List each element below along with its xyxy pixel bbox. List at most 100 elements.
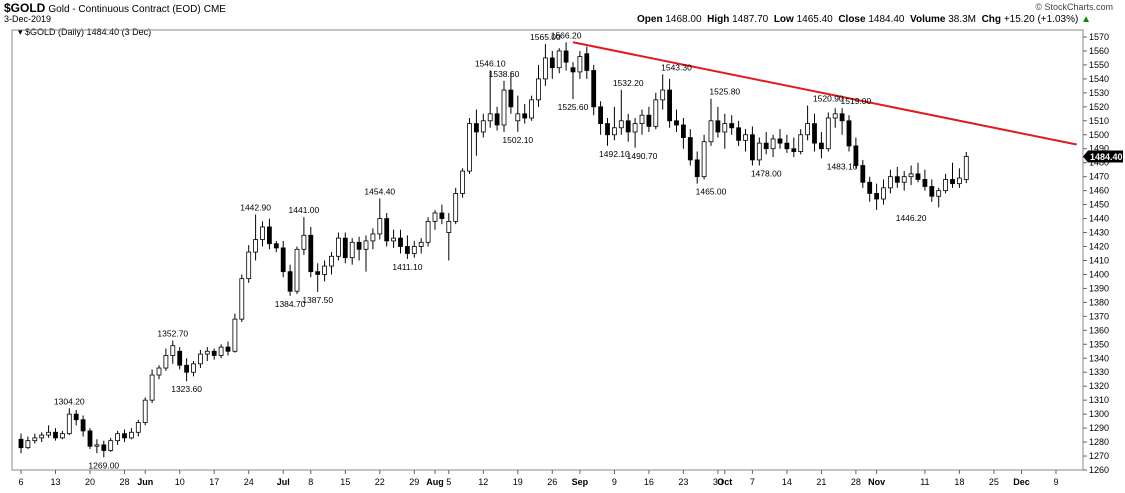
x-tick-label: Dec <box>1013 477 1030 487</box>
x-tick-label: 20 <box>85 477 95 487</box>
candle-down <box>625 120 631 133</box>
x-tick-label: Jun <box>137 477 153 487</box>
candle-up <box>32 437 38 442</box>
candle-up <box>798 134 804 152</box>
candle-down <box>715 120 721 133</box>
x-tick-label: Nov <box>868 477 885 487</box>
candle-up <box>963 156 969 180</box>
candle-up <box>460 170 466 194</box>
price-annotation: 1384.70 <box>275 299 306 309</box>
close-label: Close <box>838 14 866 25</box>
price-annotation: 1478.00 <box>751 168 782 178</box>
x-tick-label: 30 <box>713 477 723 487</box>
x-tick-label: 25 <box>989 477 999 487</box>
x-tick-label: 10 <box>175 477 185 487</box>
x-tick-label: 9 <box>1053 477 1058 487</box>
y-tick-label: 1380 <box>1089 297 1109 307</box>
candle-down <box>667 89 672 122</box>
candle-up <box>156 367 162 376</box>
candle-up <box>25 440 31 449</box>
candle-up <box>232 318 238 352</box>
x-tick-label: 29 <box>409 477 419 487</box>
price-annotation: 1490.70 <box>627 151 658 161</box>
candle-down <box>750 134 755 161</box>
candle-up <box>536 78 541 101</box>
x-tick-label: 7 <box>750 477 755 487</box>
candle-up <box>501 89 507 126</box>
candle-up <box>335 237 341 257</box>
candle-down <box>874 193 879 200</box>
y-tick-label: 1550 <box>1089 60 1109 70</box>
candle-up <box>370 233 376 242</box>
candle-up <box>108 440 114 451</box>
price-annotation: 1442.90 <box>240 203 271 213</box>
candle-up <box>653 99 659 127</box>
x-tick-label: 23 <box>678 477 688 487</box>
chart-header: $GOLD Gold - Continuous Contract (EOD) C… <box>4 2 226 16</box>
price-annotation: 1483.10 <box>827 161 858 171</box>
x-tick-label: 26 <box>547 477 557 487</box>
candle-down <box>867 181 873 194</box>
y-tick-label: 1330 <box>1089 367 1109 377</box>
candle-down <box>356 241 362 250</box>
candle-up <box>722 123 728 133</box>
candle-up <box>253 239 259 253</box>
candle-down <box>287 271 293 292</box>
y-tick-label: 1520 <box>1089 102 1109 112</box>
candle-up <box>660 89 666 101</box>
chg-label: Chg <box>981 14 1002 25</box>
brand-label[interactable]: © StockCharts.com <box>1035 2 1113 12</box>
candle-up <box>908 173 914 178</box>
price-annotation: 1520.90 <box>813 94 844 104</box>
price-annotation: 1538.60 <box>489 69 520 79</box>
y-tick-label: 1460 <box>1089 186 1109 196</box>
candle-up <box>46 431 51 436</box>
price-annotation: 1441.00 <box>289 205 320 215</box>
volume-label: Volume <box>910 14 946 25</box>
candle-down <box>784 142 790 150</box>
candle-down <box>819 142 824 150</box>
candle-up <box>363 240 369 250</box>
candle-up <box>556 50 562 69</box>
candle-down <box>894 176 900 183</box>
y-tick-label: 1430 <box>1089 228 1109 238</box>
x-tick-label: Jul <box>277 477 290 487</box>
price-annotation: 1269.00 <box>88 460 119 470</box>
price-annotation: 1465.00 <box>696 187 727 197</box>
x-tick-label: 21 <box>816 477 826 487</box>
candle-up <box>701 141 707 178</box>
price-annotation: 1532.20 <box>613 78 644 88</box>
y-tick-label: 1480 <box>1089 158 1109 168</box>
candle-down <box>266 226 272 245</box>
x-tick-label: Oct <box>717 477 732 487</box>
candle-up <box>294 248 300 292</box>
candle-up <box>632 123 638 133</box>
candle-down <box>225 346 231 352</box>
x-tick-label: 22 <box>375 477 385 487</box>
price-annotation: 1525.80 <box>709 87 740 97</box>
candle-up <box>425 220 431 243</box>
y-tick-label: 1270 <box>1089 451 1109 461</box>
volume-value: 38.3M <box>948 14 977 25</box>
candle-up <box>135 422 141 433</box>
candle-up <box>901 176 907 183</box>
candle-up <box>446 220 452 233</box>
x-tick-label: 9 <box>612 477 617 487</box>
price-annotation: 1546.10 <box>475 58 506 68</box>
candle-down <box>694 159 700 178</box>
price-annotation: 1525.60 <box>558 102 589 112</box>
candle-up <box>418 241 424 247</box>
candle-down <box>101 444 107 451</box>
ohlc-summary: Open 1468.00 High 1487.70 Low 1465.40 Cl… <box>637 14 1091 25</box>
price-annotation: 1446.20 <box>896 213 927 223</box>
chart-legend: ▾ $GOLD (Daily) 1484.40 (3 Dec) <box>18 27 151 38</box>
candle-up <box>467 123 472 172</box>
candle-up <box>149 374 155 401</box>
high-label: High <box>707 14 730 25</box>
y-tick-label: 1510 <box>1089 116 1109 126</box>
candle-up <box>708 120 714 143</box>
x-tick-label: Sep <box>572 477 589 487</box>
candle-down <box>522 113 528 119</box>
candle-up <box>529 99 534 119</box>
